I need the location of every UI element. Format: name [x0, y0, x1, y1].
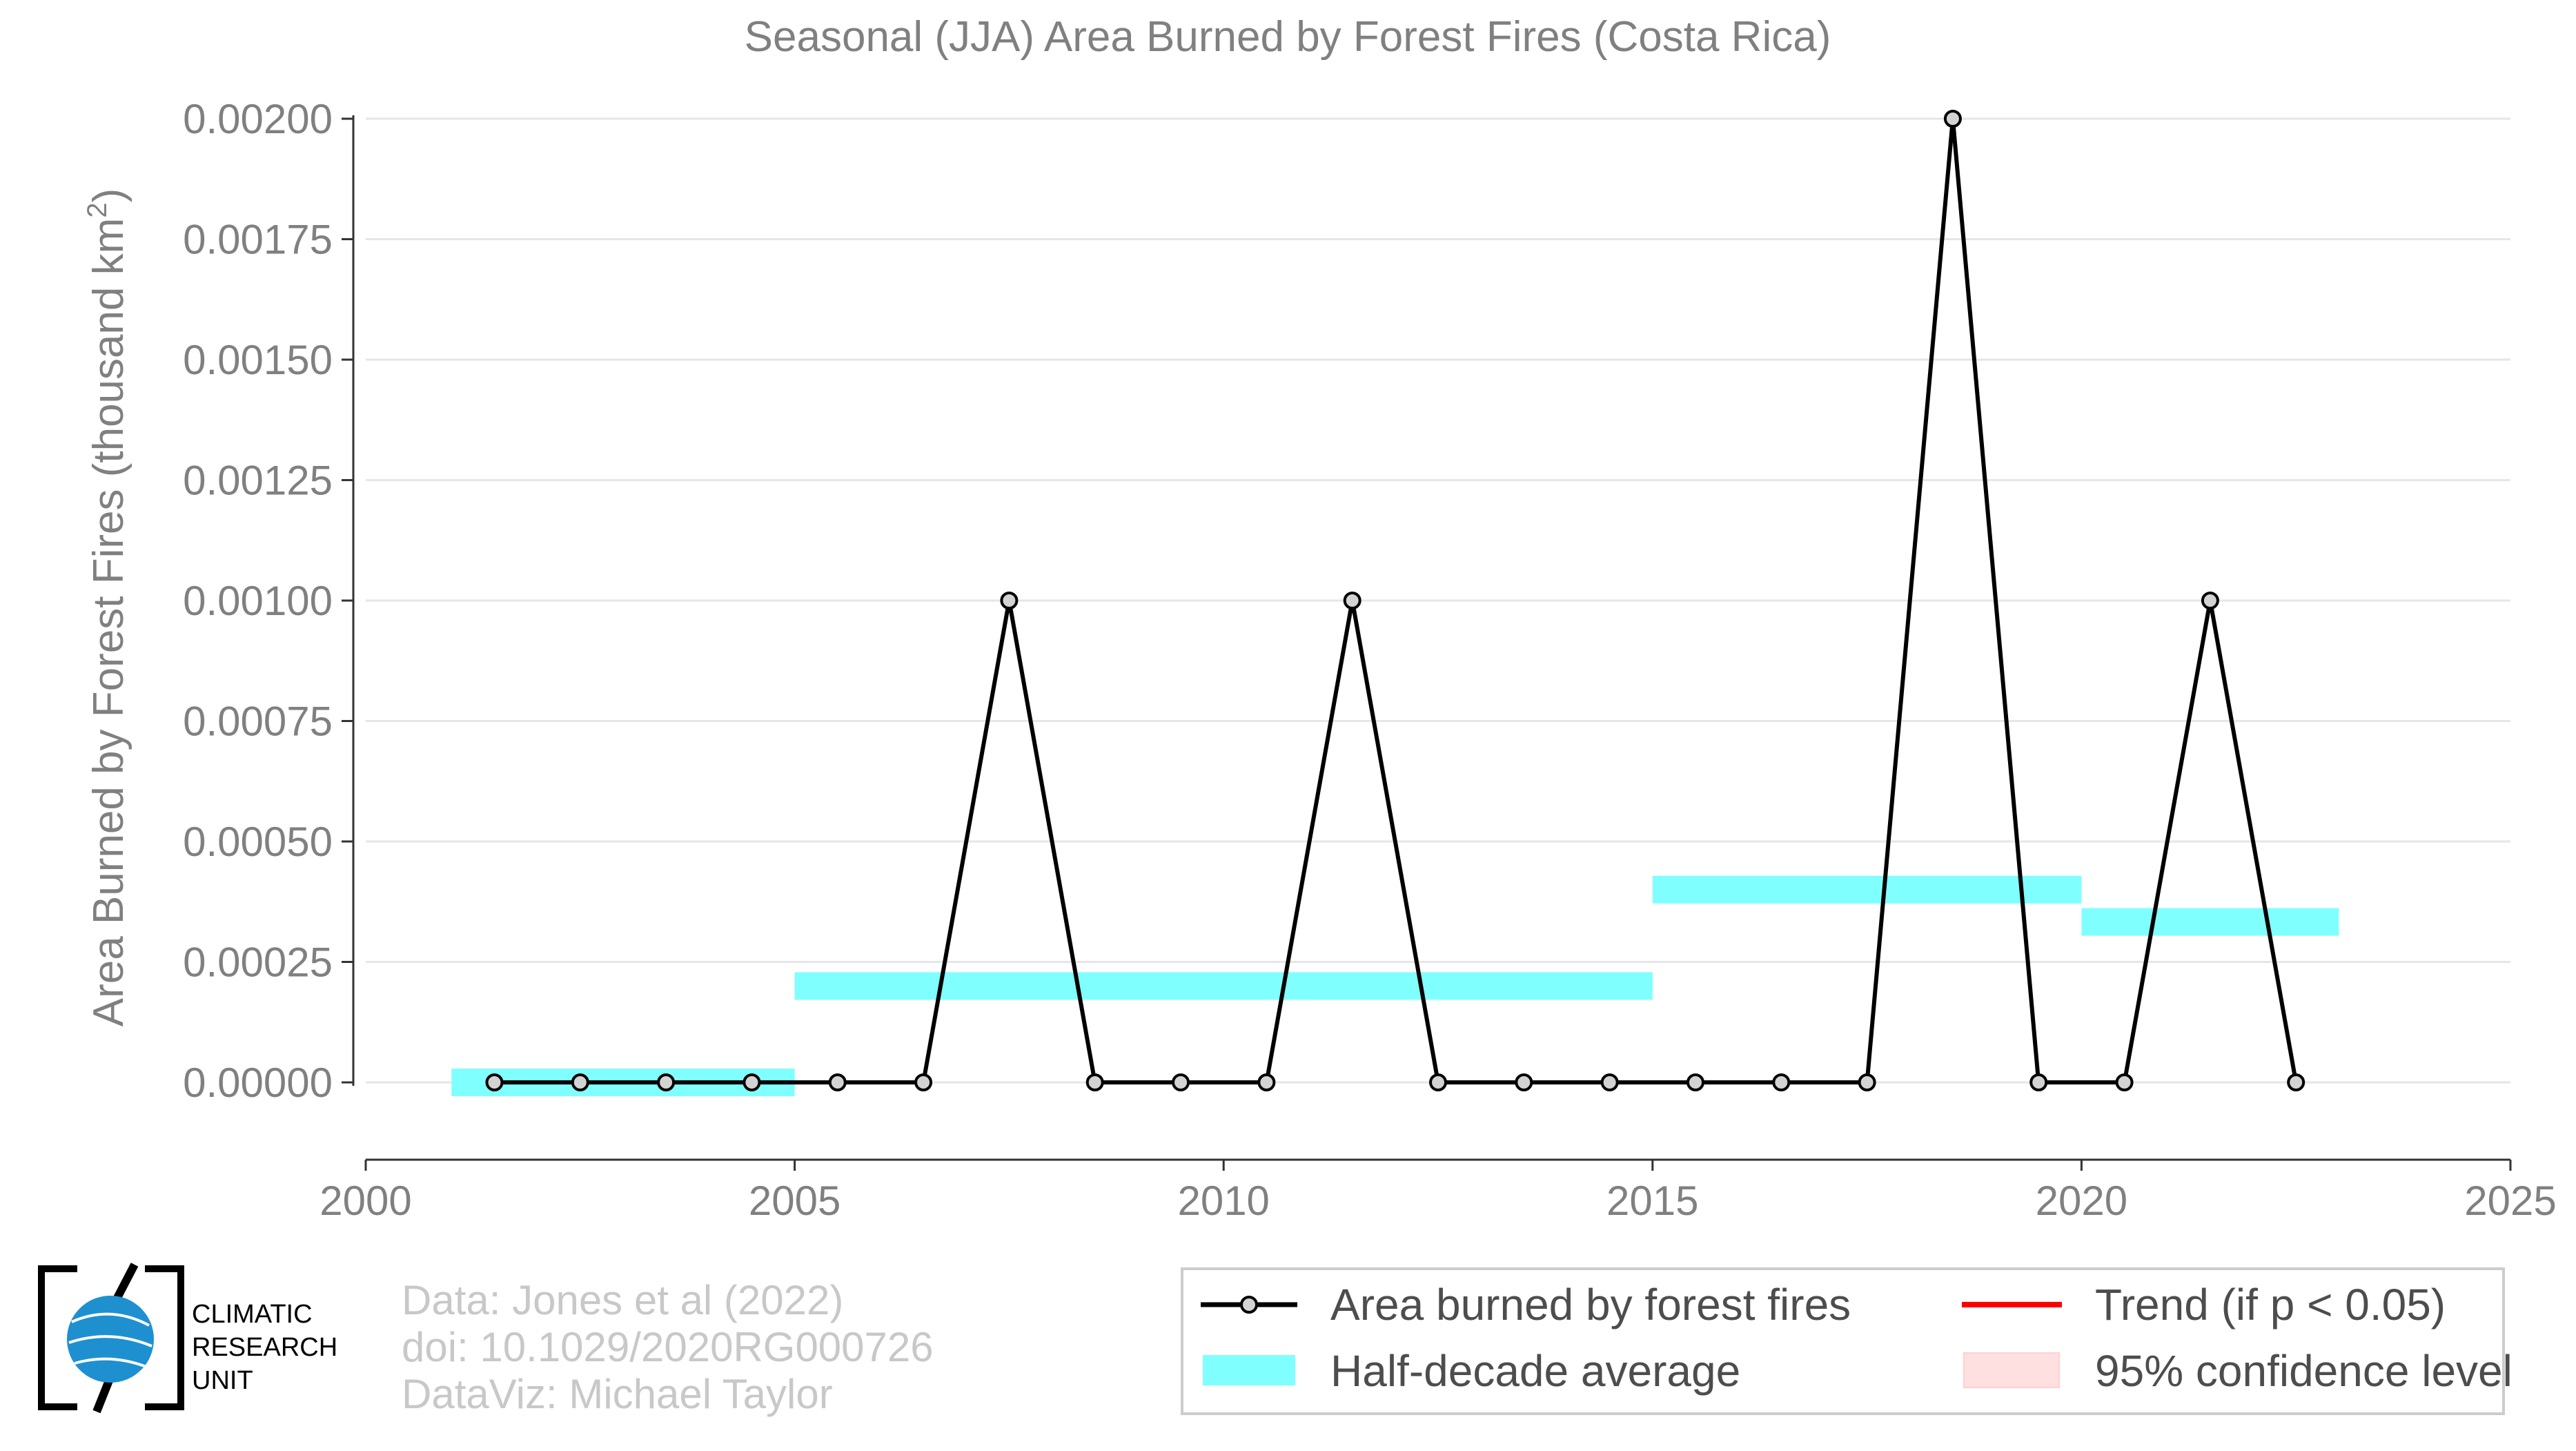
half-decade-bar [2081, 908, 2339, 936]
x-tick-label: 2020 [2036, 1178, 2127, 1224]
x-tick-label: 2015 [1606, 1178, 1698, 1224]
data-point [485, 1073, 504, 1091]
logo-bracket-right [145, 1265, 184, 1410]
grid [366, 117, 2510, 1084]
x-tick-label: 2025 [2464, 1178, 2556, 1224]
series-area-burned [485, 110, 2305, 1091]
y-tick-label: 0.00200 [183, 96, 333, 142]
data-point [2115, 1073, 2134, 1091]
y-axis-label-sup: 2 [82, 202, 112, 217]
data-point [828, 1073, 847, 1091]
y-tick-label: 0.00075 [183, 699, 333, 745]
legend-key-confidence [1963, 1352, 2060, 1388]
y-tick-label: 0.00175 [183, 217, 333, 263]
y-axis: 0.00000 0.00025 0.00050 0.00075 0.00100 0.001… [183, 96, 355, 1106]
data-point [1515, 1073, 1533, 1091]
data-point [914, 1073, 933, 1091]
data-point [1686, 1073, 1704, 1091]
half-decade-bands [451, 875, 2339, 1096]
legend-frame [1181, 1267, 2505, 1415]
legend-key-band [1203, 1355, 1295, 1385]
cru-logo: CLIMATIC RESEARCH UNIT [38, 1263, 337, 1414]
legend-label-area: Area burned by forest fires [1330, 1280, 1851, 1330]
credit-doi: doi: 10.1029/2020RG000726 [402, 1324, 934, 1370]
legend-label-half-decade: Half-decade average [1330, 1346, 1740, 1396]
y-tick-label: 0.00050 [183, 819, 333, 865]
y-tick-label: 0.00150 [183, 337, 333, 383]
credit-data: Data: Jones et al (2022) [402, 1277, 843, 1323]
x-axis: 2000 2005 2010 2015 2020 2025 [319, 1158, 2557, 1224]
legend: Area burned by forest fires Half-decade … [1181, 1267, 2513, 1415]
legend-label-confidence: 95% confidence level [2095, 1346, 2513, 1396]
data-point [2029, 1073, 2048, 1091]
half-decade-bar [794, 972, 1653, 1000]
data-point [1429, 1073, 1447, 1091]
y-axis-label-close: ) [85, 188, 132, 203]
data-point [571, 1073, 589, 1091]
data-point [2201, 592, 2219, 610]
half-decade-bar [1652, 875, 2082, 904]
logo-slash [113, 1263, 139, 1300]
chart-title: Seasonal (JJA) Area Burned by Forest Fir… [745, 13, 1831, 61]
y-tick-label: 0.00025 [183, 939, 333, 986]
data-point [1772, 1073, 1791, 1091]
x-tick-label: 2010 [1177, 1178, 1269, 1224]
x-tick-label: 2000 [319, 1178, 411, 1224]
credit-dataviz: DataViz: Michael Taylor [402, 1371, 833, 1417]
logo-text-line1: CLIMATIC [192, 1300, 313, 1329]
x-tick-label: 2005 [749, 1178, 840, 1224]
data-point [1343, 592, 1361, 610]
y-axis-label: Area Burned by Forest Fires (thousand km… [82, 188, 132, 1027]
legend-key-marker [1240, 1296, 1258, 1314]
data-point [1172, 1073, 1190, 1091]
y-tick-label: 0.00100 [183, 578, 333, 624]
data-point [1085, 1073, 1104, 1091]
logo-bracket-left [38, 1265, 77, 1410]
y-axis-label-main: Area Burned by Forest Fires (thousand km [85, 218, 132, 1027]
data-point [743, 1073, 761, 1091]
logo-text-line3: UNIT [192, 1366, 253, 1395]
data-point [1000, 592, 1019, 610]
logo-slash-lower [92, 1375, 115, 1414]
series-line [494, 118, 2299, 1084]
y-tick-label: 0.00125 [183, 458, 333, 504]
data-point [1257, 1073, 1276, 1091]
data-point [1943, 110, 1962, 128]
globe-lines [68, 1312, 153, 1368]
data-point [657, 1073, 676, 1091]
data-point [1858, 1073, 1876, 1091]
y-tick-label: 0.00000 [183, 1060, 333, 1106]
logo-text-line2: RESEARCH [192, 1333, 337, 1362]
legend-label-trend: Trend (if p < 0.05) [2095, 1280, 2446, 1330]
data-point [1600, 1073, 1619, 1091]
data-point [2287, 1073, 2305, 1091]
